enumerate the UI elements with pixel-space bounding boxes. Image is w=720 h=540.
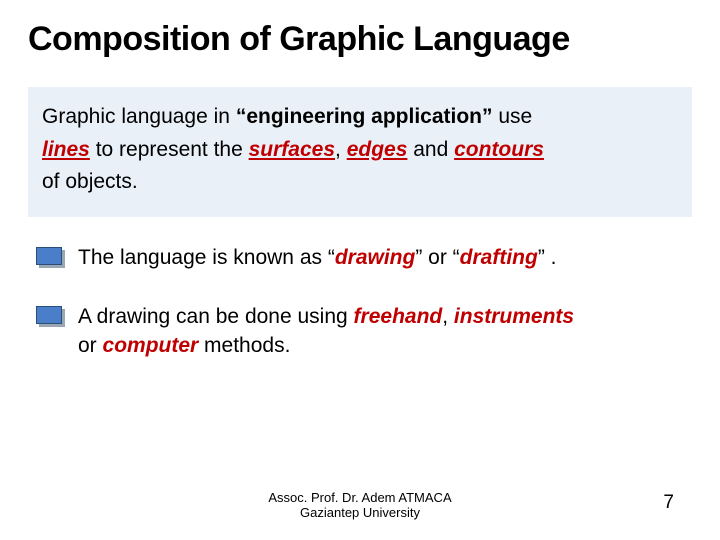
keyword-lines: lines [42, 138, 90, 161]
bullet-icon [36, 306, 62, 326]
keyword-drawing: drawing [335, 246, 416, 269]
page-number: 7 [663, 492, 674, 514]
footer-author: Assoc. Prof. Dr. Adem ATMACA [0, 490, 720, 505]
intro-paragraph: Graphic language in “engineering applica… [28, 87, 692, 217]
bullet-item: A drawing can be done using freehand, in… [28, 302, 692, 361]
bullet-text: The language is known as “drawing” or “d… [78, 243, 557, 272]
bullet-icon [36, 247, 62, 267]
text: of objects. [42, 170, 138, 193]
text: The language is known as “ [78, 246, 335, 269]
text: , [335, 138, 347, 161]
text: and [407, 138, 454, 161]
text: A drawing can be done using [78, 305, 354, 328]
keyword-instruments: instruments [454, 305, 574, 328]
text: methods. [198, 334, 290, 357]
text: ” or “ [415, 246, 459, 269]
text: ” . [538, 246, 557, 269]
text: to represent the [90, 138, 249, 161]
text: , [442, 305, 454, 328]
slide: Composition of Graphic Language Graphic … [0, 0, 720, 540]
keyword-drafting: drafting [460, 246, 538, 269]
footer-affiliation: Gaziantep University [0, 505, 720, 520]
keyword-freehand: freehand [354, 305, 443, 328]
text: or [78, 334, 103, 357]
keyword-edges: edges [347, 138, 408, 161]
keyword-contours: contours [454, 138, 544, 161]
slide-title: Composition of Graphic Language [28, 20, 692, 59]
keyword-computer: computer [103, 334, 199, 357]
keyword-surfaces: surfaces [249, 138, 335, 161]
bold-phrase: “engineering application” [236, 105, 493, 128]
bullet-item: The language is known as “drawing” or “d… [28, 243, 692, 272]
bullet-text: A drawing can be done using freehand, in… [78, 302, 574, 361]
text: use [493, 105, 533, 128]
text: Graphic language in [42, 105, 236, 128]
footer: Assoc. Prof. Dr. Adem ATMACA Gaziantep U… [0, 490, 720, 520]
